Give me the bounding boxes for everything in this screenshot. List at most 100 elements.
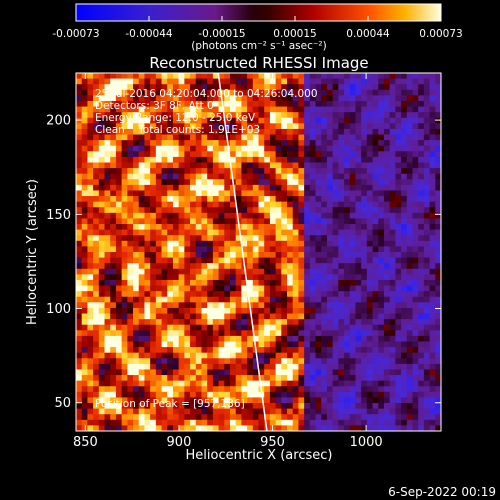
heatmap-cell [304, 363, 311, 371]
heatmap-cell [229, 156, 237, 164]
heatmap-cell [378, 324, 385, 331]
heatmap-cell [401, 156, 408, 164]
heatmap-cell [326, 212, 334, 220]
heatmap-cell [435, 335, 441, 343]
heatmap-cell [241, 313, 248, 320]
heatmap-cell [298, 279, 305, 287]
heatmap-cell [366, 330, 374, 337]
heatmap-cell [366, 224, 374, 231]
heatmap-cell [378, 162, 385, 169]
heatmap-cell [212, 112, 220, 119]
heatmap-cell [315, 268, 322, 275]
heatmap-cell [110, 380, 117, 387]
heatmap-cell [338, 330, 345, 337]
heatmap-cell [383, 341, 391, 348]
heatmap-cell [207, 95, 214, 102]
heatmap-cell [304, 134, 311, 141]
heatmap-cell [372, 78, 379, 85]
heatmap-cell [406, 375, 414, 382]
heatmap-cell [115, 279, 123, 287]
heatmap-cell [275, 341, 282, 348]
heatmap-cell [304, 386, 311, 393]
heatmap-cell [383, 257, 391, 264]
heatmap-cell [229, 352, 237, 359]
heatmap-cell [332, 397, 339, 404]
heatmap-cell [401, 324, 408, 331]
heatmap-cell [81, 369, 88, 376]
heatmap-cell [326, 112, 334, 119]
heatmap-cell [378, 106, 385, 113]
heatmap-cell [429, 369, 436, 376]
heatmap-cell [212, 100, 220, 108]
heatmap-cell [406, 425, 414, 431]
heatmap-cell [321, 307, 328, 315]
heatmap-cell [315, 179, 322, 186]
heatmap-cell [127, 240, 134, 247]
heatmap-cell [383, 363, 391, 371]
heatmap-cell [144, 224, 151, 231]
heatmap-cell [127, 285, 134, 292]
heatmap-cell [224, 184, 231, 192]
heatmap-cell [304, 291, 311, 298]
heatmap-cell [344, 425, 351, 431]
heatmap-cell [292, 296, 300, 303]
heatmap-cell [344, 112, 351, 119]
heatmap-cell [133, 156, 140, 164]
heatmap-cell [104, 397, 111, 404]
heatmap-cell [321, 279, 328, 287]
heatmap-cell [76, 363, 83, 371]
heatmap-cell [235, 341, 242, 348]
heatmap-cell [127, 313, 134, 320]
heatmap-cell [87, 184, 94, 192]
heatmap-cell [378, 173, 385, 180]
x-tick-label: 950 [260, 435, 285, 450]
heatmap-cell [138, 358, 146, 365]
heatmap-cell [144, 341, 151, 348]
heatmap-cell [349, 324, 357, 331]
heatmap-cell [229, 128, 237, 136]
heatmap-cell [224, 369, 231, 376]
heatmap-cell [349, 145, 357, 152]
heatmap-cell [372, 156, 379, 164]
heatmap-cell [287, 145, 294, 152]
heatmap-cell [235, 112, 242, 119]
heatmap-cell [338, 112, 345, 119]
annotation-clean-counts: Clean Total counts: 1.91E+03 [95, 124, 260, 136]
heatmap-cell [378, 380, 385, 387]
heatmap-cell [287, 369, 294, 376]
heatmap-cell [269, 106, 277, 113]
heatmap-cell [212, 89, 220, 96]
heatmap-cell [178, 391, 185, 399]
heatmap-cell [395, 140, 402, 147]
heatmap-cell [229, 235, 237, 242]
heatmap-cell [281, 235, 288, 242]
heatmap-cell [412, 78, 419, 85]
heatmap-cell [372, 235, 379, 242]
heatmap-cell [87, 363, 94, 371]
heatmap-cell [252, 403, 260, 410]
heatmap-cell [207, 391, 214, 399]
heatmap-cell [326, 380, 334, 387]
heatmap-cell [155, 128, 163, 136]
heatmap-cell [304, 78, 311, 85]
heatmap-cell [269, 403, 277, 410]
heatmap-cell [401, 168, 408, 175]
heatmap-cell [190, 140, 197, 147]
heatmap-cell [269, 386, 277, 393]
heatmap-cell [229, 313, 237, 320]
heatmap-cell [161, 257, 168, 264]
heatmap-cell [229, 73, 237, 80]
heatmap-cell [115, 89, 123, 96]
heatmap-cell [121, 408, 128, 415]
heatmap-cell [406, 369, 414, 376]
heatmap-cell [281, 397, 288, 404]
heatmap-cell [332, 106, 339, 113]
heatmap-cell [144, 156, 151, 164]
heatmap-cell [87, 140, 94, 147]
heatmap-cell [178, 285, 185, 292]
heatmap-cell [121, 117, 128, 124]
heatmap-cell [258, 408, 265, 415]
heatmap-cell [275, 89, 282, 96]
heatmap-cell [389, 391, 396, 399]
heatmap-cell [366, 307, 374, 315]
